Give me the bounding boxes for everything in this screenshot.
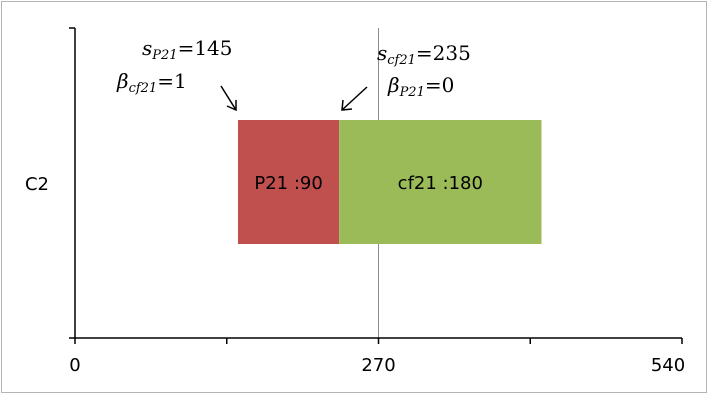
annotation-left-arrowhead xyxy=(226,100,237,112)
annotation-right-line-2: βP21=0 xyxy=(387,73,454,100)
annotation-right-line-1: scf21=235 xyxy=(377,41,471,68)
bar-p21 xyxy=(237,120,340,244)
annotation-left: sP21=145 βcf21=1 xyxy=(116,36,237,112)
annotation-left-line-2: βcf21=1 xyxy=(116,69,187,96)
bar-cf21 xyxy=(339,120,542,244)
annotation-right-arrowhead xyxy=(341,99,353,111)
annotation-left-arrow xyxy=(220,85,237,111)
x-tick-label-270: 270 xyxy=(361,355,395,376)
annotation-right: scf21=235 βP21=0 xyxy=(341,41,471,111)
x-tick-label-540: 540 xyxy=(651,355,685,376)
x-tick-label-0: 0 xyxy=(69,355,80,376)
annotation-left-line-1: sP21=145 xyxy=(142,36,233,63)
y-category-label: C2 xyxy=(25,174,49,195)
x-axis-ticks: 0 270 540 xyxy=(69,338,685,376)
bar-label-cf21: cf21 :180 xyxy=(398,173,483,194)
annotation-right-arrow xyxy=(341,86,368,111)
bars: P21 :90 cf21 :180 xyxy=(237,120,542,244)
bar-label-p21: P21 :90 xyxy=(254,173,322,194)
